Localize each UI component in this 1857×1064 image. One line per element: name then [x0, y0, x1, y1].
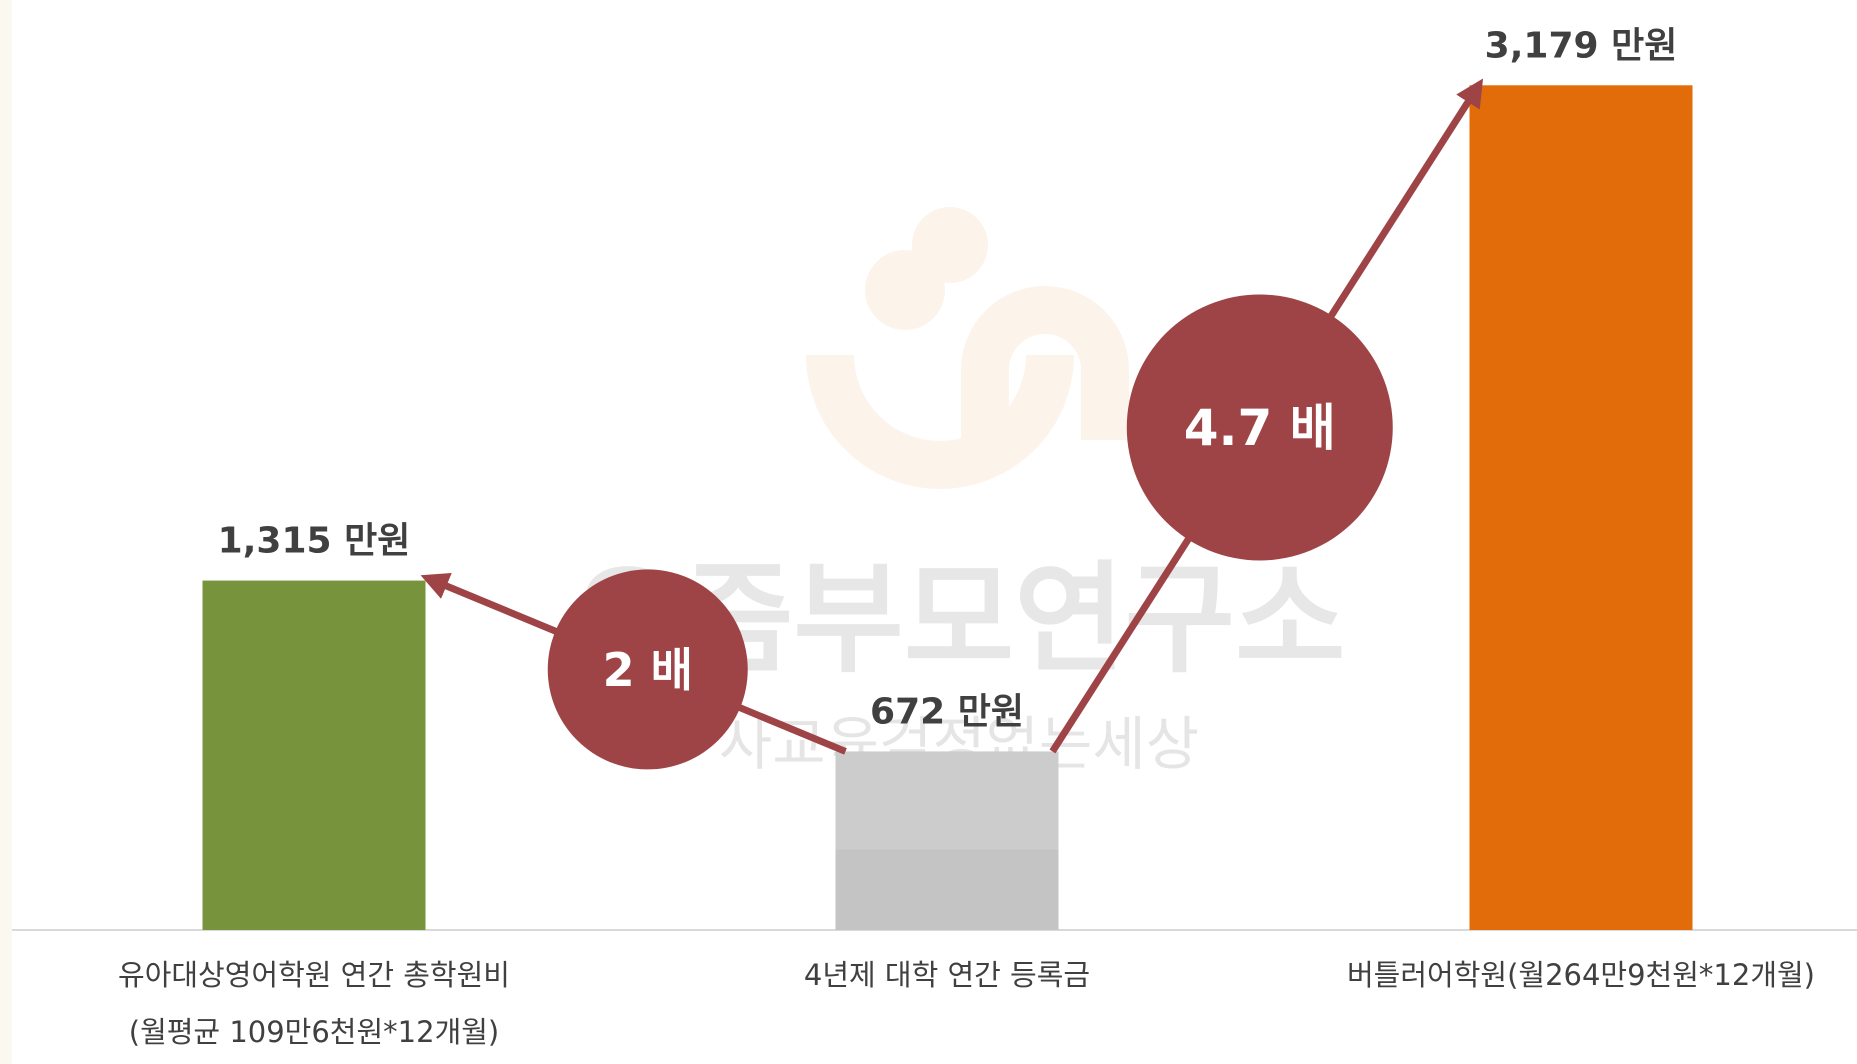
ratio-label: 2 배 [603, 643, 693, 697]
bar-highlight [835, 751, 1059, 850]
ratio-badge [547, 569, 748, 770]
ratio-badge [1126, 294, 1393, 561]
bar [835, 751, 1059, 930]
x-tick-label: 유아대상영어학원 연간 총학원비 (월평균 109만6천원*12개월) [118, 958, 510, 1049]
side-strip [0, 0, 12, 1064]
bar [1469, 85, 1693, 930]
value-label: 672 만원 [870, 691, 1024, 732]
ratio-label: 4.7 배 [1184, 399, 1336, 457]
bar [202, 580, 426, 930]
value-label: 3,179 만원 [1485, 25, 1678, 66]
watermark-logo [806, 207, 1129, 489]
x-tick-label: 4년제 대학 연간 등록금 [804, 958, 1090, 992]
value-label: 1,315 만원 [218, 521, 411, 562]
x-tick-label: 버틀러어학원(월264만9천원*12개월) [1347, 958, 1815, 992]
